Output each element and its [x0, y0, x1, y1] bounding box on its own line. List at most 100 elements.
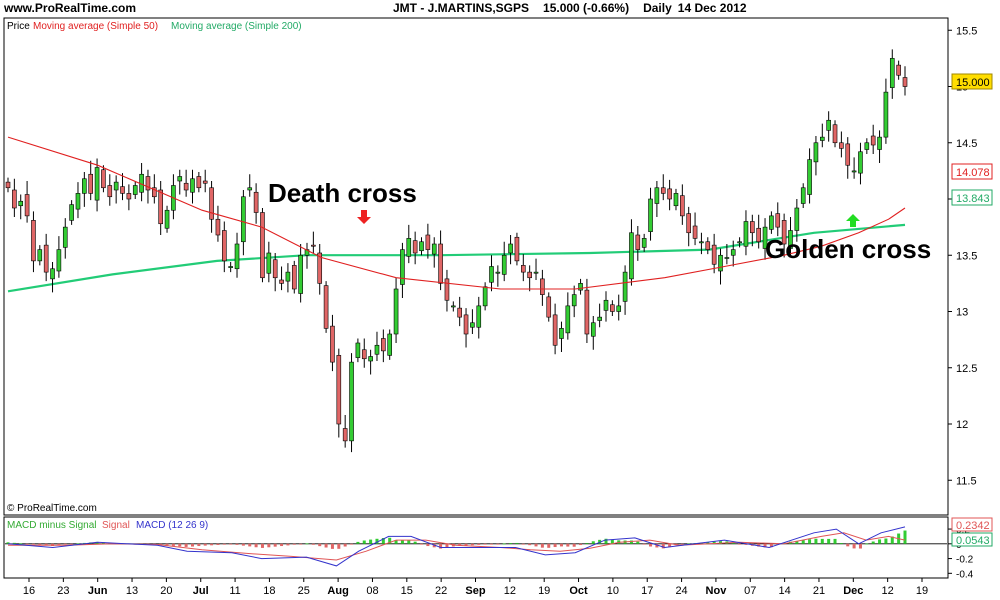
svg-text:0.0543: 0.0543	[956, 535, 990, 547]
y-tick-label: 12.5	[956, 363, 977, 375]
candle-body	[603, 299, 609, 311]
macd-hist-bar	[808, 539, 812, 544]
candle-body	[18, 200, 24, 207]
macd-hist-bar	[477, 543, 481, 545]
macd-hist-bar	[846, 543, 850, 547]
macd-hist-bar	[680, 543, 684, 545]
macd-hist-bar	[890, 536, 894, 544]
macd-hist-bar	[553, 543, 557, 548]
candle-body	[425, 234, 431, 250]
macd-hist-bar	[579, 543, 583, 546]
annotation-golden-cross: Golden cross	[765, 234, 931, 264]
candle-body	[508, 243, 513, 254]
candle-body	[317, 252, 323, 284]
candle-body	[209, 187, 214, 220]
legend-macd-line: MACD (12 26 9)	[136, 520, 208, 531]
candle-body	[870, 135, 876, 146]
candle-body	[489, 266, 494, 283]
candle-body	[680, 195, 685, 217]
legend-ma200: Moving average (Simple 200)	[171, 21, 302, 32]
x-tick-label: Nov	[706, 585, 728, 597]
macd-hist-bar	[273, 543, 277, 547]
macd-line	[7, 526, 906, 567]
macd-hist-bar	[375, 538, 379, 544]
macd-hist-bar	[489, 543, 493, 545]
candle-body	[75, 193, 81, 210]
macd-hist-bar	[801, 540, 805, 544]
x-tick-label: 11	[229, 585, 240, 597]
candle-body	[323, 285, 329, 329]
y-tick-label: 13.5	[956, 250, 977, 262]
macd-hist-bar	[63, 543, 67, 545]
candle-body	[552, 314, 558, 346]
annotation-death-cross: Death cross	[268, 178, 417, 208]
macd-hist-bar	[744, 543, 748, 545]
candle-body	[368, 356, 373, 362]
candle-body	[533, 271, 539, 274]
macd-hist-bar	[610, 539, 614, 544]
candle-body	[819, 136, 825, 141]
price-panel	[3, 17, 949, 516]
macd-hist-bar	[31, 543, 35, 545]
candle-body	[750, 221, 755, 234]
candle-body	[648, 198, 653, 232]
macd-hist-bar	[521, 543, 525, 545]
site-name[interactable]: www.ProRealTime.com	[4, 1, 137, 15]
x-tick-label: 15	[401, 585, 413, 597]
candle-body	[69, 204, 74, 221]
candle-body	[769, 215, 774, 230]
macd-hist-bar	[814, 538, 818, 544]
macd-hist-bar	[496, 543, 500, 545]
candle-body	[463, 314, 469, 335]
candle-body	[412, 240, 418, 254]
x-tick-label: Dec	[843, 585, 863, 597]
candle-body	[279, 279, 284, 284]
candle-body	[514, 236, 520, 262]
macd-hist-bar	[299, 543, 303, 545]
candle-body	[419, 241, 424, 252]
candle-body	[298, 254, 303, 294]
candle-body	[113, 181, 119, 191]
candle-body	[826, 119, 831, 131]
symbol-label: JMT - J.MARTINS,SGPS	[393, 1, 530, 15]
macd-hist-bar	[203, 543, 207, 546]
macd-hist-bar	[738, 543, 742, 545]
macd-hist-bar	[661, 543, 665, 549]
death-cross-arrow-icon	[357, 210, 371, 224]
macd-hist-bar	[19, 543, 23, 545]
candle-body	[272, 259, 278, 279]
macd-hist-bar	[248, 543, 252, 547]
macd-hist-bar	[292, 543, 296, 545]
x-tick-label: 19	[538, 585, 550, 597]
candle-body	[794, 207, 800, 231]
macd-y-tick-label: -0.4	[956, 569, 974, 580]
candle-body	[330, 325, 335, 363]
macd-hist-bar	[286, 543, 290, 546]
badge-signal: 0.0543	[951, 532, 993, 547]
candle-body	[641, 238, 647, 248]
candle-body	[451, 305, 456, 308]
macd-hist-bar	[343, 543, 347, 547]
candle-body	[56, 249, 62, 272]
svg-text:0.2342: 0.2342	[956, 520, 990, 532]
candle-body	[260, 212, 265, 279]
macd-hist-bar	[171, 543, 175, 546]
candle-body	[43, 244, 49, 273]
y-tick-label: 12	[956, 419, 968, 431]
macd-hist-bar	[394, 540, 398, 544]
macd-hist-bar	[362, 540, 366, 544]
period-label: Daily	[643, 1, 672, 15]
candle-body	[431, 243, 437, 255]
candle-body	[152, 187, 157, 198]
candle-body	[629, 232, 634, 280]
candle-body	[590, 322, 596, 337]
candle-body	[743, 221, 749, 247]
candle-body	[845, 143, 851, 166]
macd-hist-bar	[706, 542, 710, 544]
macd-hist-bar	[540, 543, 544, 548]
macd-hist-bar	[44, 543, 48, 546]
candle-body	[355, 342, 361, 358]
candle-body	[82, 178, 87, 194]
macd-hist-bar	[420, 543, 424, 545]
